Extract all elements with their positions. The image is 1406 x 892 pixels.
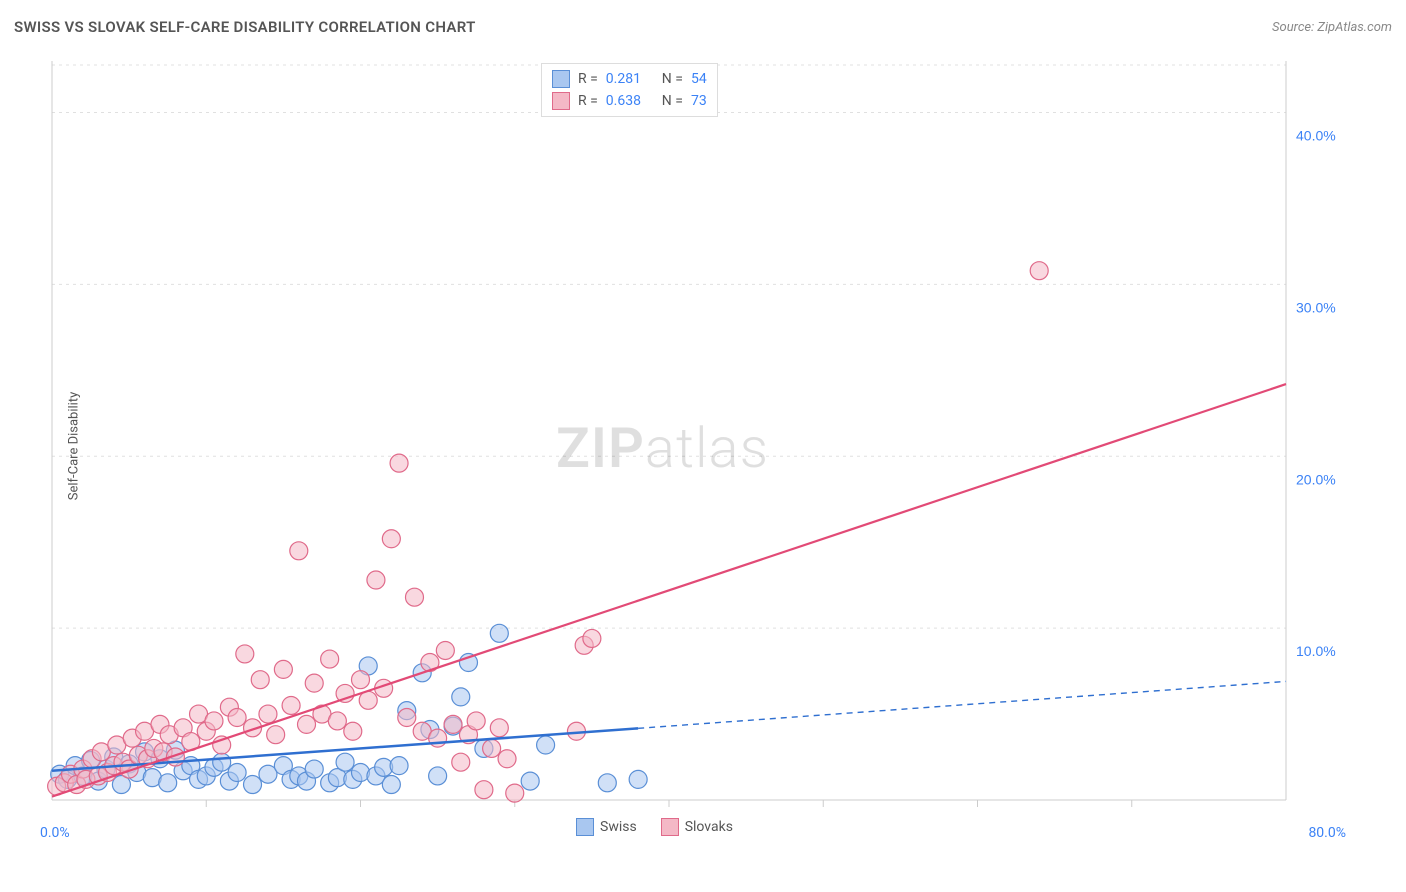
- swatch-slovaks: [552, 92, 570, 110]
- svg-text:10.0%: 10.0%: [1296, 643, 1336, 659]
- svg-text:30.0%: 30.0%: [1296, 299, 1336, 315]
- swatch-slovaks-icon: [661, 818, 679, 836]
- chart-title: SWISS VS SLOVAK SELF-CARE DISABILITY COR…: [14, 18, 476, 36]
- swatch-swiss: [552, 70, 570, 88]
- swatch-swiss-icon: [576, 818, 594, 836]
- chart-header: SWISS VS SLOVAK SELF-CARE DISABILITY COR…: [14, 18, 1392, 36]
- legend-item-swiss: Swiss: [576, 818, 637, 836]
- svg-text:20.0%: 20.0%: [1296, 471, 1336, 487]
- scatter-chart: 10.0% 20.0% 30.0% 40.0%: [46, 55, 1346, 840]
- chart-area: 10.0%20.0%30.0%40.0% ZIPatlas R = 0.281 …: [46, 55, 1346, 840]
- legend-item-slovaks: Slovaks: [661, 818, 733, 836]
- legend-row-swiss: R = 0.281 N = 54: [552, 68, 707, 90]
- x-axis-min: 0.0%: [40, 825, 70, 841]
- x-axis-max: 80.0%: [1308, 825, 1346, 841]
- series-legend: Swiss Slovaks: [576, 818, 733, 836]
- svg-text:40.0%: 40.0%: [1296, 128, 1336, 144]
- source-attribution: Source: ZipAtlas.com: [1272, 20, 1392, 35]
- correlation-legend: R = 0.281 N = 54 R = 0.638 N = 73: [541, 63, 718, 117]
- legend-row-slovaks: R = 0.638 N = 73: [552, 90, 707, 112]
